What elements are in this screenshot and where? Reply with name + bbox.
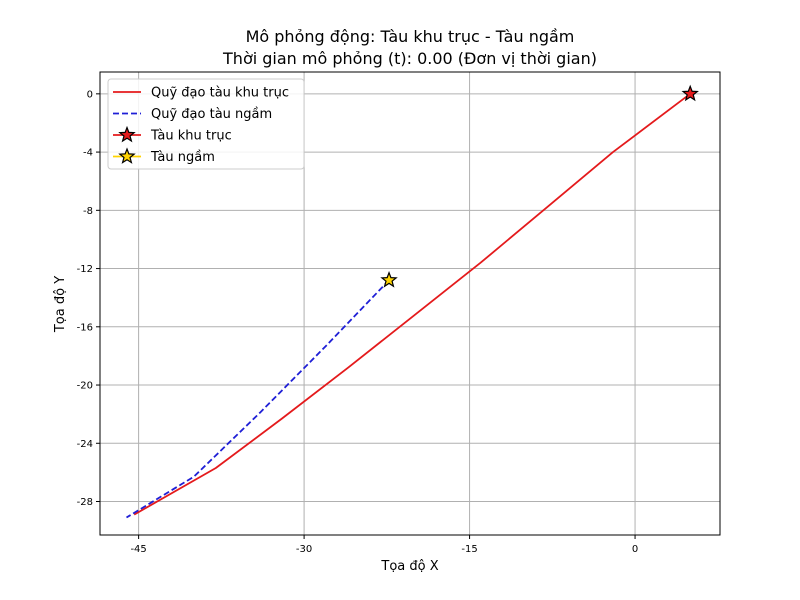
y-tick-label: -24 <box>77 439 93 450</box>
legend-star-icon <box>118 147 136 164</box>
legend-label: Quỹ đạo tàu khu trục <box>151 86 289 101</box>
data-layer <box>126 84 699 519</box>
legend-star-icon <box>118 125 136 143</box>
legend-label: Tàu ngầm <box>150 150 215 165</box>
plot-frame <box>99 71 721 536</box>
y-tick-label: -4 <box>83 148 93 159</box>
submarine-trajectory-line <box>126 279 390 519</box>
tick-layer: -45 -30 -15 0 0 -4 -8 -12 -16 -20 -24 -28 <box>77 89 639 555</box>
y-tick-label: -12 <box>77 264 93 275</box>
y-tick-label: 0 <box>87 89 93 100</box>
chart-title: Mô phỏng động: Tàu khu trục - Tàu ngầm <box>246 27 575 46</box>
y-tick-label: -20 <box>77 381 93 392</box>
y-tick-label: -28 <box>77 497 93 508</box>
x-tick-label: -15 <box>461 544 477 555</box>
legend-label: Tàu khu trục <box>150 129 232 144</box>
legend-items: Quỹ đạo tàu khu trục Quỹ đạo tàu ngầm Tàu … <box>113 86 289 165</box>
destroyer-trajectory-line <box>133 93 691 516</box>
legend-label: Quỹ đạo tàu ngầm <box>151 107 272 122</box>
legend: Quỹ đạo tàu khu trục Quỹ đạo tàu ngầm Tàu … <box>107 78 305 170</box>
chart-subtitle: Thời gian mô phỏng (t): 0.00 (Đơn vị thờ… <box>222 49 597 68</box>
destroyer-star-marker <box>681 84 699 102</box>
y-tick-label: -16 <box>77 322 93 333</box>
legend-box <box>107 78 305 170</box>
y-axis-label: Tọa độ Y <box>53 276 68 333</box>
x-tick-label: -45 <box>130 544 146 555</box>
y-tick-label: -8 <box>83 206 93 217</box>
x-axis-label: Tọa độ X <box>380 559 438 574</box>
x-tick-label: -30 <box>296 544 312 555</box>
submarine-star-marker <box>380 271 398 288</box>
x-tick-label: 0 <box>632 544 638 555</box>
